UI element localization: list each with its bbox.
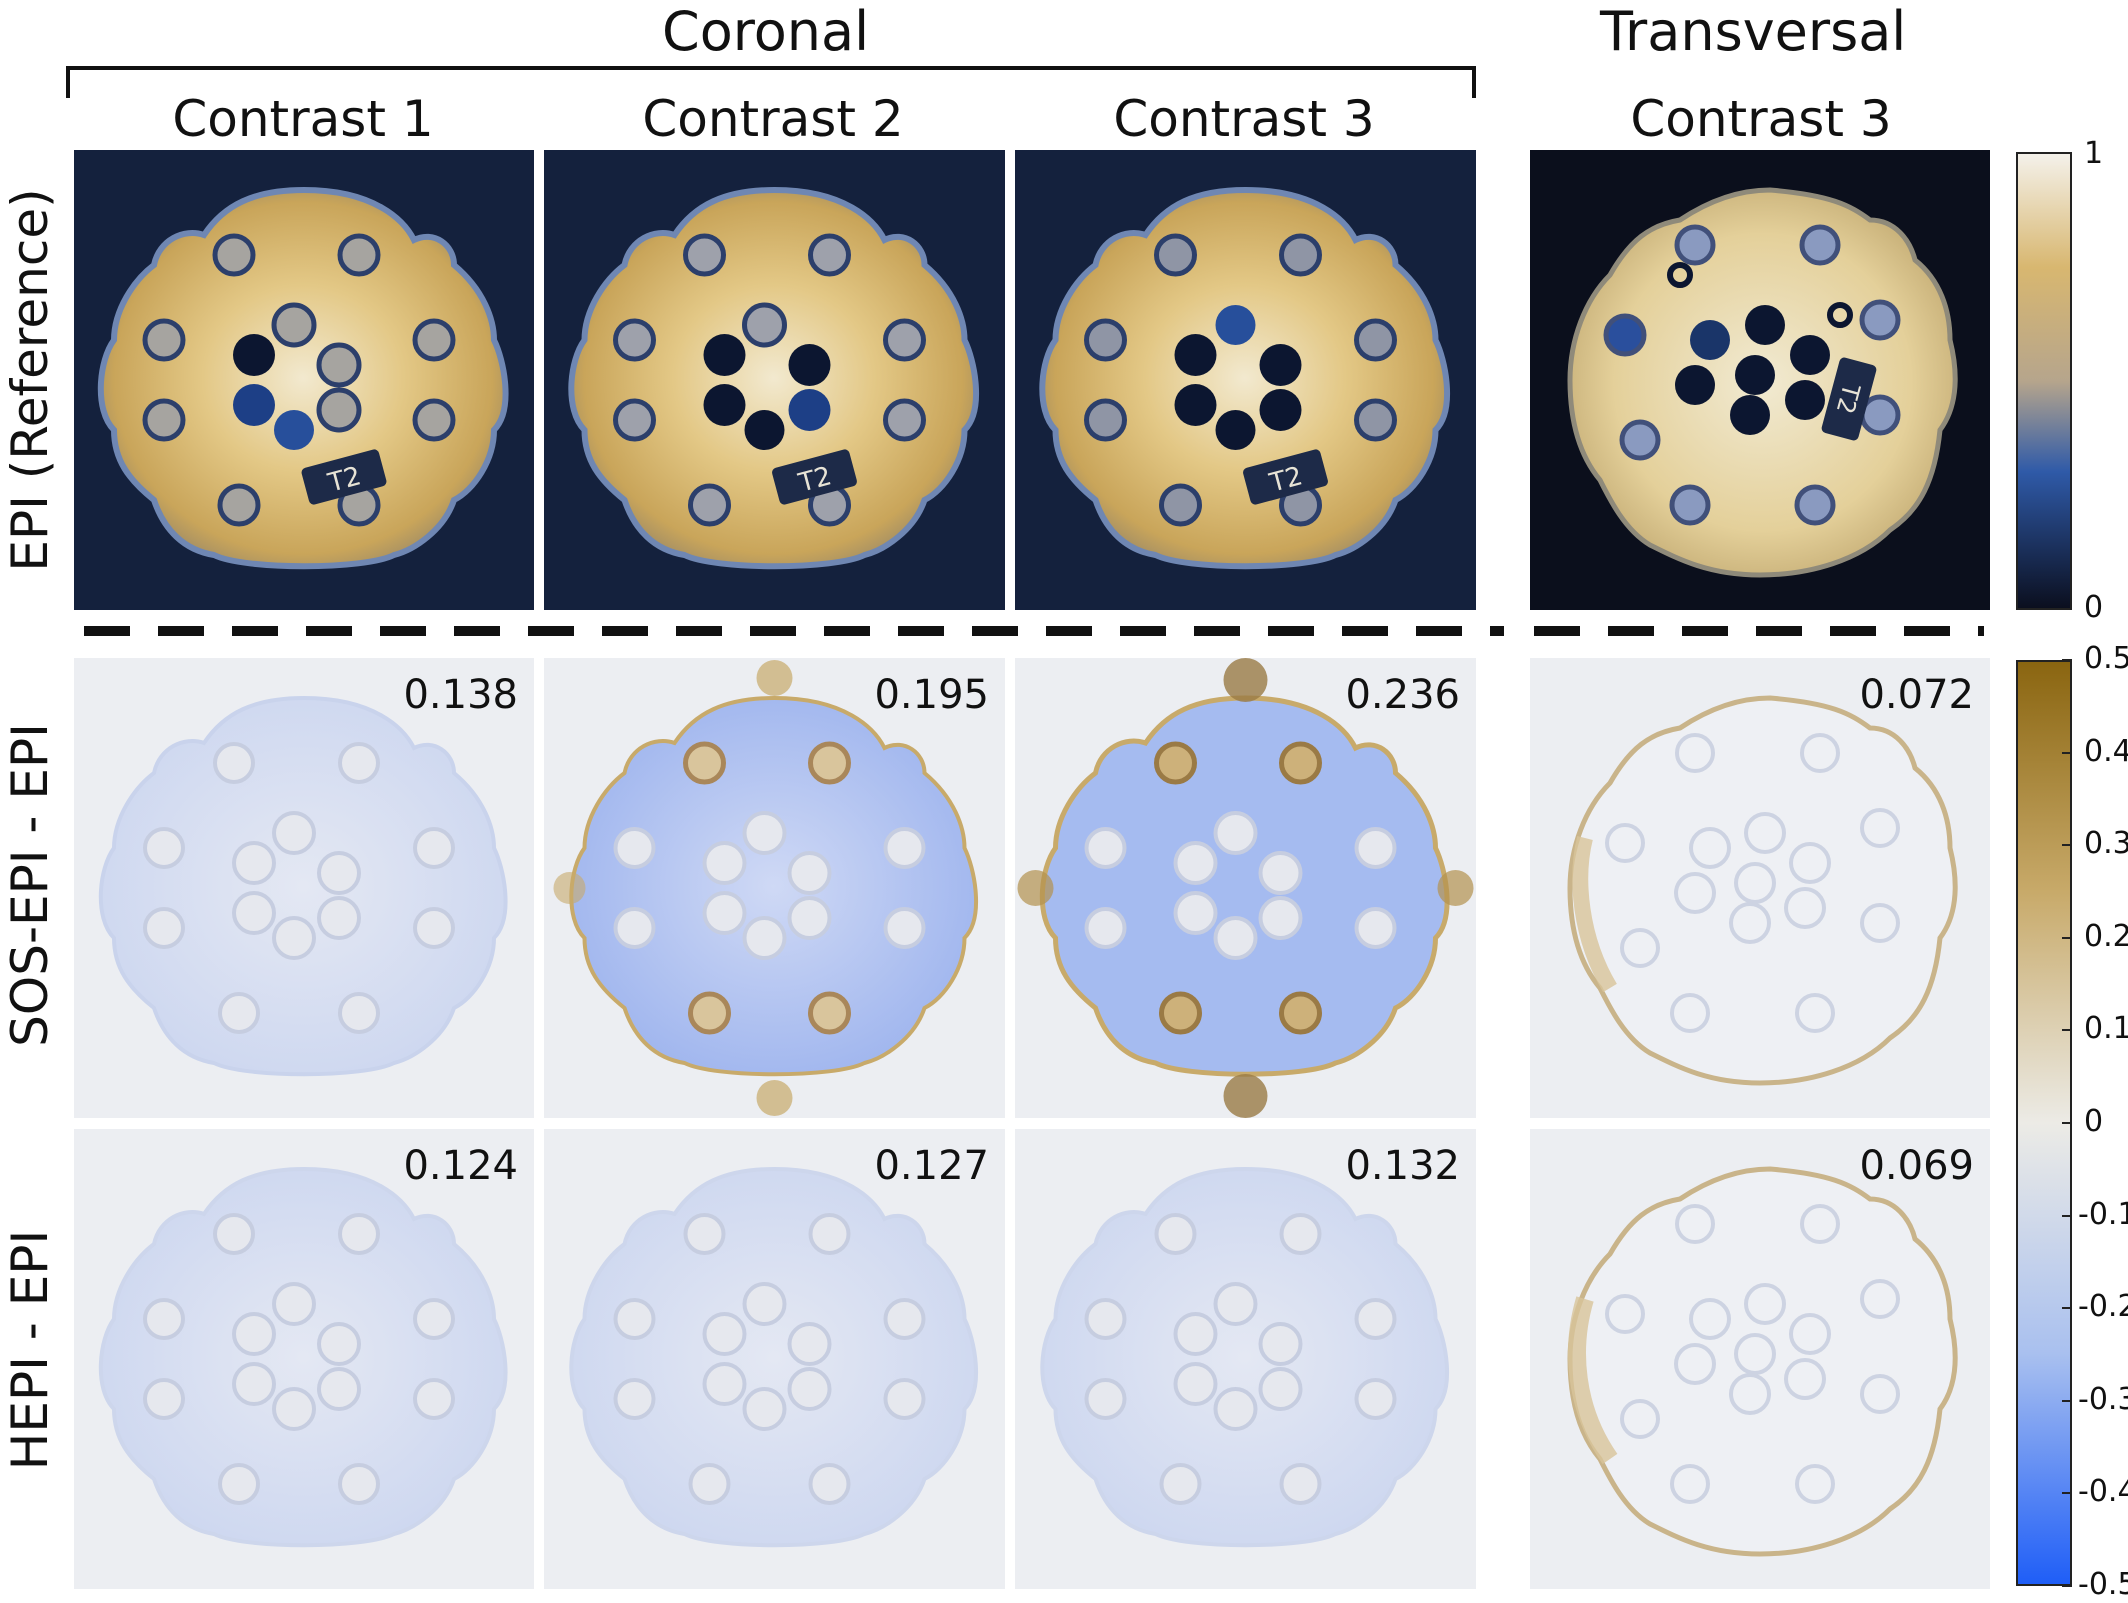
sos-epi-transversal-contrast-3-value: 0.072: [1859, 672, 1974, 718]
difference-colorbar-tick: -0.1: [2078, 1196, 2128, 1232]
column-title-contrast-2: Contrast 2: [642, 90, 904, 148]
hepi-contrast-3-value: 0.132: [1345, 1143, 1460, 1189]
difference-colorbar-tick: -0.5: [2078, 1567, 2128, 1602]
coronal-header: Coronal: [662, 0, 870, 63]
difference-colorbar-tickmark: [2062, 1214, 2072, 1217]
epi-reference-contrast-1-image: T2: [74, 150, 534, 610]
difference-colorbar-tick: -0.3: [2078, 1381, 2128, 1417]
epi-reference-transversal-contrast-3-image: T2: [1530, 150, 1990, 610]
difference-colorbar: [2016, 660, 2072, 1586]
row-label-hepi: HEPI - EPI: [1, 1229, 59, 1471]
sos-epi-contrast-3-difference-image: 0.236: [1015, 658, 1476, 1118]
transversal-header: Transversal: [1600, 0, 1907, 63]
difference-colorbar-tickmark: [2062, 1029, 2072, 1032]
hepi-contrast-2-difference-image: 0.127: [544, 1129, 1005, 1589]
dashed-separator: [84, 626, 1984, 636]
sos-epi-contrast-3-value: 0.236: [1345, 672, 1460, 718]
sos-epi-contrast-1-value: 0.138: [403, 672, 518, 718]
difference-colorbar-tick: 0.3: [2084, 826, 2128, 862]
difference-colorbar-tickmark: [2062, 844, 2072, 847]
epi-reference-contrast-3-image: T2: [1015, 150, 1476, 610]
difference-colorbar-tickmark: [2062, 1307, 2072, 1310]
sos-epi-transversal-contrast-3-difference-image: 0.072: [1530, 658, 1990, 1118]
column-title-transversal-contrast-3: Contrast 3: [1630, 90, 1892, 148]
column-title-contrast-1: Contrast 1: [172, 90, 434, 148]
difference-colorbar-tick: -0.4: [2078, 1474, 2128, 1510]
hepi-transversal-contrast-3-difference-image: 0.069: [1530, 1129, 1990, 1589]
reference-colorbar-tick-max: 1: [2084, 136, 2104, 171]
difference-colorbar-tickmark: [2062, 1492, 2072, 1495]
difference-colorbar-tickmark: [2062, 751, 2072, 754]
coronal-bracket: [66, 66, 1476, 98]
difference-colorbar-tickmark: [2062, 1585, 2072, 1587]
difference-colorbar-tickmark: [2062, 1122, 2072, 1124]
difference-colorbar-tick: 0.4: [2084, 733, 2128, 769]
hepi-contrast-1-difference-image: 0.124: [74, 1129, 534, 1589]
hepi-contrast-1-value: 0.124: [403, 1143, 518, 1189]
reference-colorbar: [2016, 152, 2072, 610]
hepi-contrast-2-value: 0.127: [874, 1143, 989, 1189]
sos-epi-contrast-1-difference-image: 0.138: [74, 658, 534, 1118]
difference-colorbar-tick: 0: [2084, 1104, 2104, 1139]
hepi-contrast-3-difference-image: 0.132: [1015, 1129, 1476, 1589]
row-label-sos-epi: SOS-EPI - EPI: [1, 723, 59, 1047]
sos-epi-contrast-2-difference-image: 0.195: [544, 658, 1005, 1118]
hepi-transversal-contrast-3-value: 0.069: [1859, 1143, 1974, 1189]
difference-colorbar-tickmark: [2062, 936, 2072, 939]
difference-colorbar-tick: 0.5: [2084, 641, 2128, 676]
epi-reference-contrast-2-image: T2: [544, 150, 1005, 610]
reference-colorbar-tick-min: 0: [2084, 590, 2104, 625]
difference-colorbar-tickmark: [2062, 659, 2072, 661]
difference-colorbar-tick: 0.1: [2084, 1011, 2128, 1047]
difference-colorbar-tick: -0.2: [2078, 1289, 2128, 1325]
row-label-epi-reference: EPI (Reference): [1, 188, 59, 572]
sos-epi-contrast-2-value: 0.195: [874, 672, 989, 718]
difference-colorbar-tick: 0.2: [2084, 918, 2128, 954]
column-title-contrast-3: Contrast 3: [1113, 90, 1375, 148]
difference-colorbar-tickmark: [2062, 1399, 2072, 1402]
